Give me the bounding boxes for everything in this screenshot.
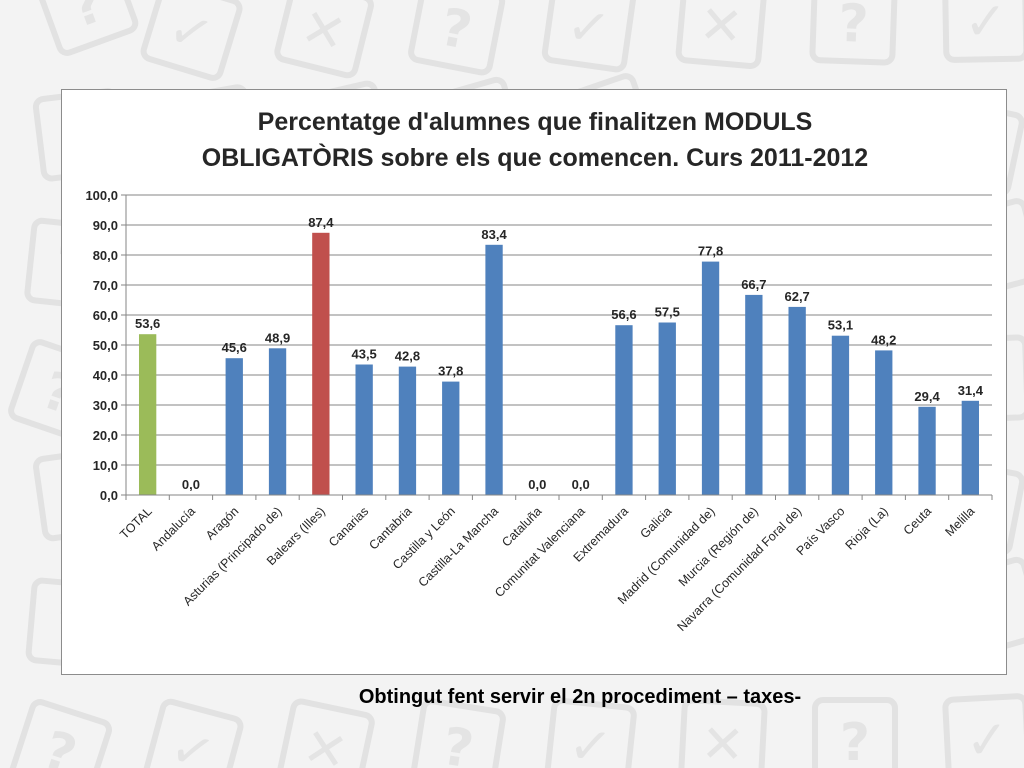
- svg-text:?: ?: [436, 0, 477, 62]
- svg-text:?: ?: [36, 720, 83, 768]
- svg-text:✓: ✓: [963, 0, 1008, 53]
- background-card: ✕: [274, 0, 374, 79]
- background-card: ?: [410, 698, 506, 768]
- svg-text:✓: ✓: [161, 0, 220, 68]
- y-tick-label: 20,0: [93, 428, 118, 443]
- data-label: 29,4: [914, 389, 940, 404]
- bar: [442, 381, 460, 495]
- bar: [701, 261, 720, 495]
- background-card: ✕: [276, 698, 375, 768]
- bar: [918, 406, 936, 495]
- x-tick-label: Murcia (Región de): [676, 504, 761, 589]
- data-label: 0,0: [572, 477, 590, 492]
- background-card: ✓: [541, 0, 637, 73]
- bar: [831, 335, 850, 495]
- data-label: 57,5: [655, 305, 680, 320]
- bar: [268, 348, 287, 495]
- data-label: 53,1: [828, 318, 853, 333]
- data-label: 0,0: [182, 477, 200, 492]
- x-tick-label: Melilla: [943, 504, 978, 539]
- y-tick-label: 70,0: [93, 278, 118, 293]
- bar: [138, 334, 157, 495]
- data-label: 87,4: [308, 215, 334, 230]
- svg-text:✓: ✓: [565, 715, 615, 768]
- x-tick-label: Andalucía: [149, 504, 198, 553]
- x-tick-label: Aragón: [203, 504, 241, 542]
- y-tick-label: 40,0: [93, 368, 118, 383]
- svg-text:?: ?: [837, 0, 869, 55]
- data-label: 83,4: [481, 227, 507, 242]
- svg-text:?: ?: [63, 0, 112, 40]
- svg-text:?: ?: [840, 713, 870, 768]
- caption: Obtingut fent servir el 2n procediment –…: [358, 686, 802, 708]
- svg-text:✕: ✕: [298, 717, 353, 768]
- bar: [875, 350, 893, 495]
- bar: [312, 232, 330, 496]
- chart-title-line-1: Percentatge d'alumnes que finalitzen MOD…: [257, 108, 813, 136]
- x-tick-label: Castilla-La Mancha: [416, 504, 502, 590]
- background-card: ?: [9, 699, 113, 768]
- svg-text:✕: ✕: [697, 0, 746, 58]
- bar: [745, 294, 763, 495]
- svg-text:✓: ✓: [164, 717, 222, 768]
- y-tick-label: 50,0: [93, 338, 118, 353]
- y-tick-label: 30,0: [93, 398, 118, 413]
- y-tick-label: 10,0: [93, 458, 118, 473]
- background-card: ✕: [675, 0, 768, 70]
- x-tick-label: Galicia: [637, 504, 674, 541]
- data-label: 43,5: [351, 347, 376, 362]
- background-card: ?: [34, 0, 139, 56]
- background-card: ✓: [942, 0, 1024, 63]
- x-tick-label: Cataluña: [499, 504, 544, 549]
- svg-text:✕: ✕: [699, 714, 746, 768]
- svg-text:✕: ✕: [295, 0, 352, 66]
- y-tick-label: 90,0: [93, 218, 118, 233]
- data-label: 56,6: [611, 307, 636, 322]
- x-tick-label: Rioja (La): [843, 504, 891, 552]
- background-card: ✓: [544, 697, 637, 768]
- background-card: ?: [812, 697, 898, 768]
- chart-container: Percentatge d'alumnes que finalitzen MOD…: [61, 89, 1007, 675]
- bar: [398, 366, 417, 495]
- background-card: ✓: [942, 693, 1024, 768]
- svg-text:?: ?: [438, 717, 477, 768]
- bar: [485, 244, 503, 495]
- bar: [225, 358, 243, 495]
- background-card: ?: [809, 0, 898, 66]
- data-label: 48,9: [265, 330, 290, 345]
- data-label: 45,6: [222, 340, 247, 355]
- background-card: ✕: [678, 697, 768, 768]
- bar: [355, 364, 373, 495]
- svg-text:✓: ✓: [964, 710, 1011, 768]
- data-label: 0,0: [528, 477, 546, 492]
- y-tick-label: 0,0: [100, 488, 118, 503]
- data-label: 77,8: [698, 244, 723, 259]
- bar-chart: 0,0 10,0 20,0 30,0 40,0 50,0 60,0 70,0 80,0 90,0 1…: [85, 188, 993, 634]
- bar: [788, 306, 806, 495]
- data-label: 66,7: [741, 277, 766, 292]
- data-label: 37,8: [438, 364, 463, 379]
- x-tick-label: TOTAL: [117, 504, 155, 542]
- bar: [615, 325, 633, 495]
- background-card: ✓: [140, 0, 243, 81]
- data-label: 31,4: [958, 383, 984, 398]
- x-tick-label: Ceuta: [901, 504, 935, 538]
- data-label: 62,7: [784, 289, 809, 304]
- y-tick-label: 100,0: [85, 188, 118, 203]
- svg-text:✓: ✓: [563, 0, 615, 61]
- x-tick-label: Canarias: [326, 504, 371, 549]
- data-label: 48,2: [871, 332, 896, 347]
- background-card: ?: [408, 0, 506, 76]
- bar: [961, 400, 980, 495]
- y-tick-label: 60,0: [93, 308, 118, 323]
- data-label: 42,8: [395, 349, 420, 364]
- background-card: ✓: [143, 698, 244, 768]
- chart-title-line-2: OBLIGATÒRIS sobre els que comencen. Curs…: [201, 144, 869, 172]
- bar: [658, 322, 676, 495]
- y-tick-label: 80,0: [93, 248, 118, 263]
- data-label: 53,6: [135, 316, 160, 331]
